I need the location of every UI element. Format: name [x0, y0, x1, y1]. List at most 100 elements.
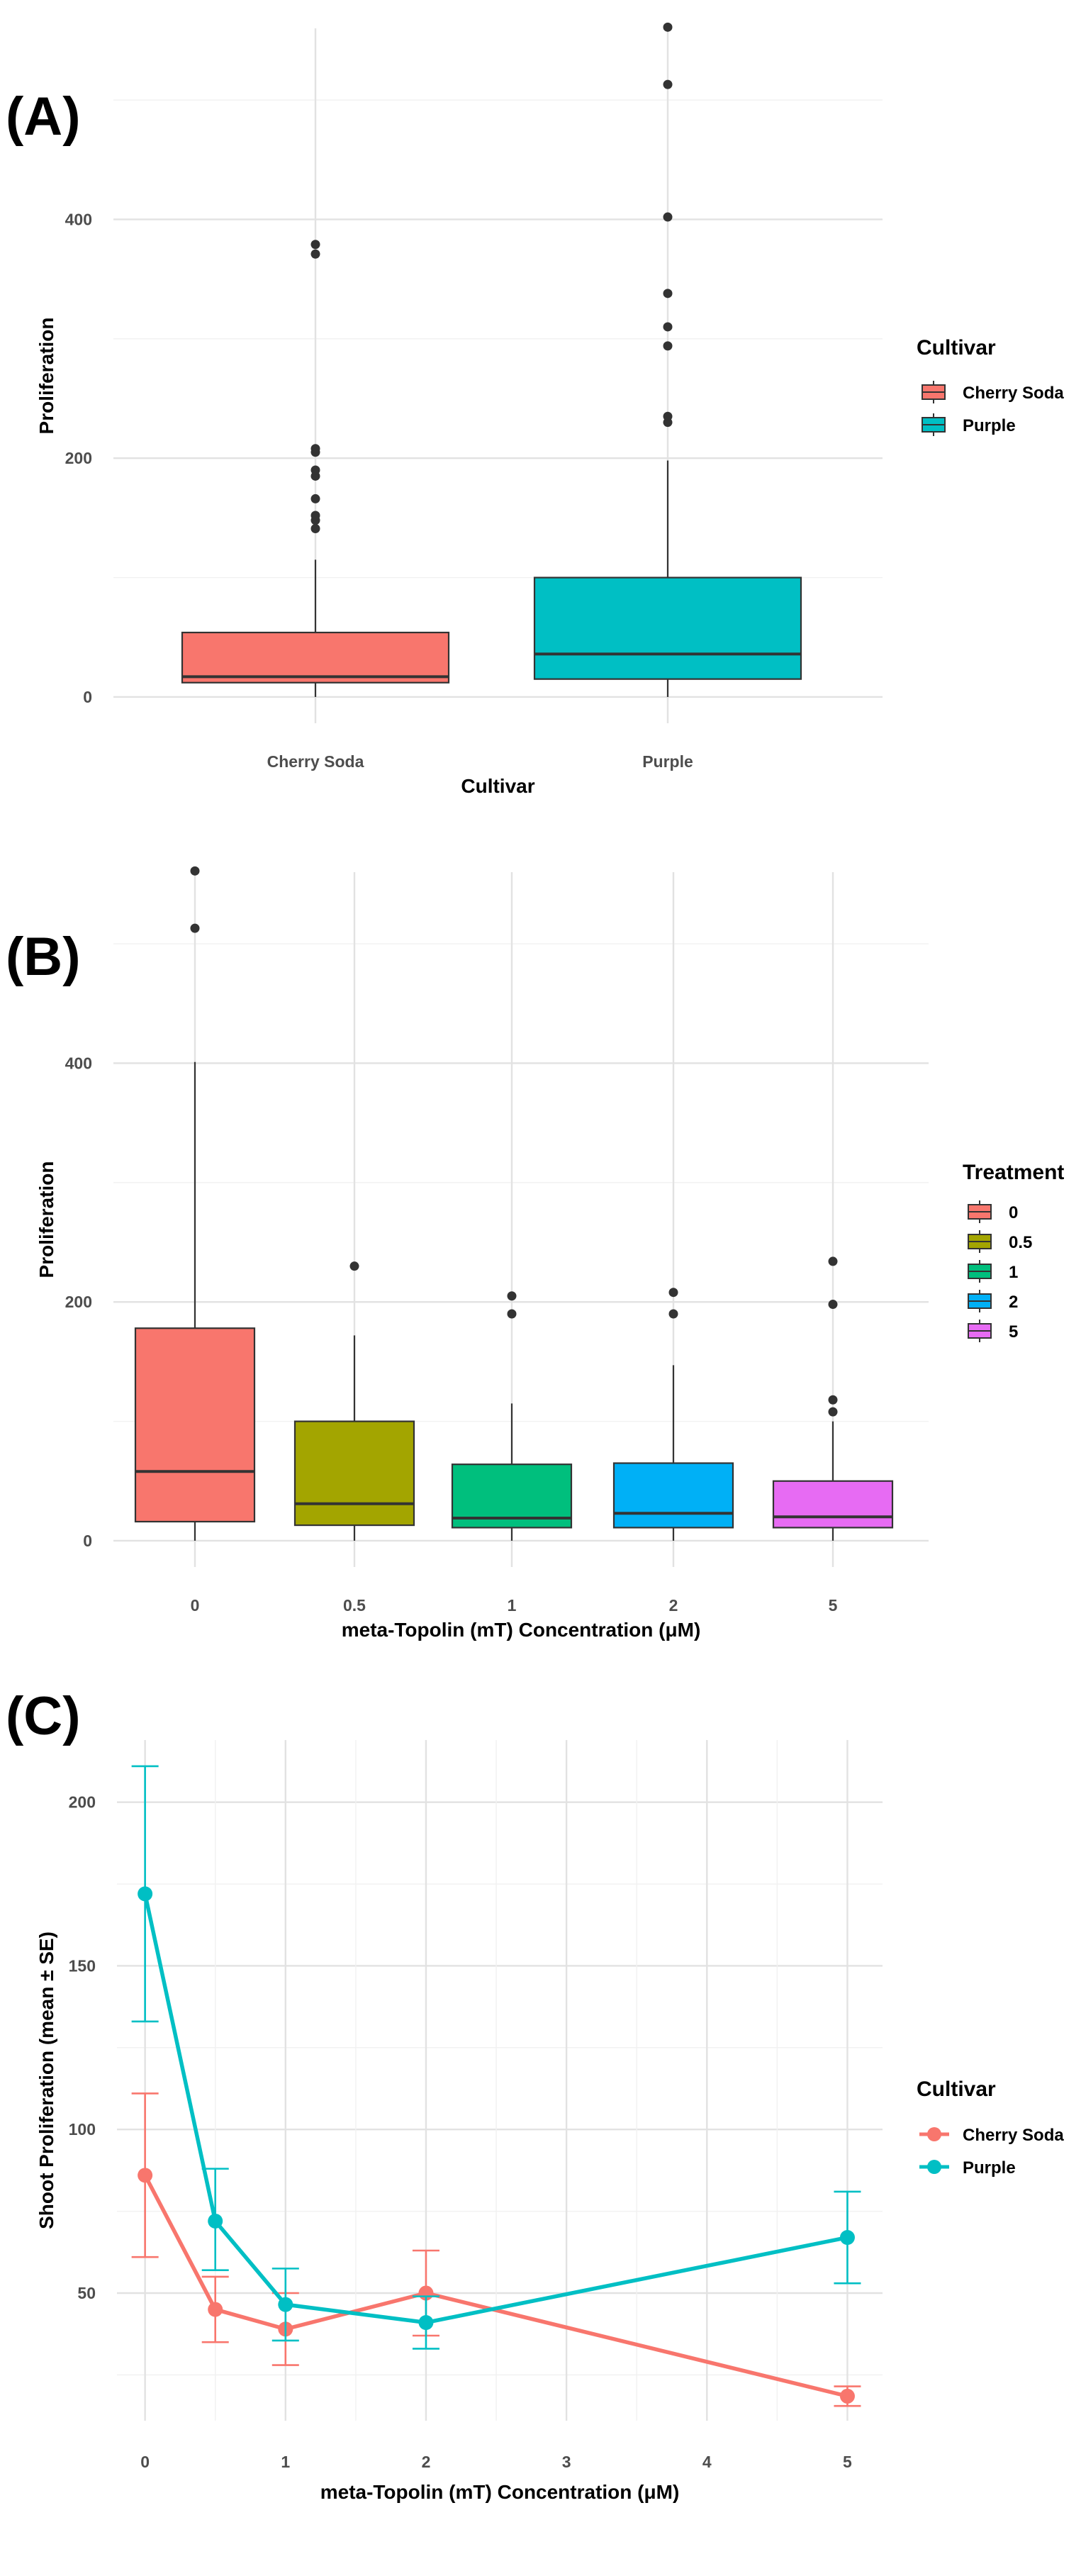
legend-title: Treatment	[963, 1161, 1064, 1184]
outlier-point	[663, 289, 673, 299]
panel-3: (C) 50 100 150 200 0 1 2 3 4 5 meta-Topolin (mT) Co…	[6, 1686, 1064, 2503]
y-axis-title: Proliferation	[35, 318, 57, 435]
data-point	[208, 2213, 223, 2229]
outlier-point	[507, 1291, 517, 1301]
legend-key	[968, 1200, 992, 1223]
outlier-point	[663, 341, 673, 351]
y-tick-label: 400	[65, 1054, 92, 1072]
data-point	[208, 2302, 223, 2317]
y-tick-label: 150	[69, 1956, 96, 1975]
outlier-point	[668, 1288, 678, 1298]
legend-label: Cherry Soda	[963, 2126, 1064, 2145]
x-tick-label: 0	[191, 1596, 200, 1615]
outlier-point	[310, 444, 320, 454]
y-tick-label: 200	[65, 1293, 92, 1311]
outlier-point	[507, 1309, 517, 1319]
box-body	[533, 576, 802, 680]
x-tick-label: 5	[843, 2453, 852, 2471]
legend-label: 1	[1009, 1263, 1018, 1282]
outlier-point	[828, 1256, 838, 1266]
outlier-point	[310, 494, 320, 503]
y-axis-title: Shoot Proliferation (mean ± SE)	[35, 1931, 57, 2229]
box-2	[612, 1288, 734, 1541]
legend-label: 2	[1009, 1293, 1018, 1312]
x-axis-title: meta-Topolin (mT) Concentration (μM)	[320, 2481, 680, 2503]
legend-key	[968, 1320, 992, 1342]
panel-label: (B)	[6, 927, 81, 987]
panel-1: (A) 0 200 400 Cherry Soda Purple Cultivar Proli…	[6, 22, 1064, 797]
box-5	[772, 1256, 894, 1541]
legend: Cultivar Cherry Soda Purple	[917, 2078, 1064, 2178]
box-body	[181, 631, 450, 684]
y-tick-label: 200	[65, 449, 92, 467]
legend-key	[968, 1230, 992, 1253]
data-point	[839, 2388, 855, 2404]
legend-label: Cherry Soda	[963, 384, 1064, 403]
y-tick-label: 50	[77, 2284, 96, 2302]
outlier-point	[310, 465, 320, 475]
x-tick-label: 5	[829, 1596, 838, 1615]
legend-key	[919, 2127, 949, 2141]
outlier-point	[663, 411, 673, 421]
outlier-point	[828, 1300, 838, 1310]
x-tick-label: 2	[669, 1596, 678, 1615]
box-0	[134, 866, 256, 1541]
legend: Cultivar Cherry Soda Purple	[917, 336, 1064, 436]
outlier-point	[310, 240, 320, 250]
y-tick-label: 400	[65, 210, 92, 228]
legend-key	[968, 1290, 992, 1312]
y-tick-label: 0	[83, 688, 92, 706]
y-tick-label: 100	[69, 2120, 96, 2139]
box-1	[451, 1291, 573, 1541]
box-body	[293, 1420, 415, 1527]
data-point	[138, 2168, 153, 2183]
panel-label: (C)	[6, 1686, 81, 1746]
legend-label: Purple	[963, 2158, 1016, 2178]
outlier-point	[310, 524, 320, 534]
data-point	[138, 1886, 153, 1902]
legend-label: 5	[1009, 1322, 1018, 1342]
x-tick-label: 3	[562, 2453, 571, 2471]
y-tick-label: 200	[69, 1793, 96, 1812]
outlier-point	[190, 866, 200, 876]
box-body	[134, 1327, 256, 1523]
x-tick-label: 2	[422, 2453, 431, 2471]
data-point	[418, 2315, 434, 2331]
box-body	[612, 1462, 734, 1529]
panel-2: (B) 0 200 400 0 0.5 1 2 5 meta-Topolin (mT) Conce…	[6, 866, 1064, 1641]
x-axis-title: Cultivar	[461, 775, 534, 797]
outlier-point	[310, 511, 320, 520]
box-0-5	[293, 1261, 415, 1541]
outlier-point	[663, 212, 673, 222]
legend-label: Purple	[963, 416, 1016, 435]
outlier-point	[828, 1407, 838, 1417]
legend-key	[922, 381, 946, 403]
y-axis-title: Proliferation	[35, 1161, 57, 1278]
legend-key-point	[927, 2127, 941, 2141]
legend-key	[922, 413, 946, 436]
outlier-point	[190, 923, 200, 933]
x-tick-label: Purple	[642, 752, 693, 771]
x-tick-label: 1	[281, 2453, 290, 2471]
x-tick-label: 4	[702, 2453, 712, 2471]
box-cherry-soda	[181, 240, 450, 697]
legend-key-point	[927, 2160, 941, 2174]
legend-key	[919, 2160, 949, 2174]
outlier-point	[349, 1261, 359, 1271]
x-axis-title: meta-Topolin (mT) Concentration (μM)	[342, 1619, 701, 1641]
legend-title: Cultivar	[917, 336, 996, 359]
outlier-point	[663, 322, 673, 332]
panel-label: (A)	[6, 87, 81, 147]
box-purple	[533, 22, 802, 697]
data-point	[839, 2230, 855, 2246]
legend-key	[968, 1260, 992, 1283]
outlier-point	[828, 1395, 838, 1405]
y-tick-label: 0	[83, 1532, 92, 1550]
x-tick-label: 1	[508, 1596, 517, 1615]
outlier-point	[663, 22, 673, 32]
legend-title: Cultivar	[917, 2078, 996, 2101]
data-point	[278, 2297, 293, 2312]
legend-label: 0.5	[1009, 1233, 1032, 1252]
outlier-point	[668, 1309, 678, 1319]
